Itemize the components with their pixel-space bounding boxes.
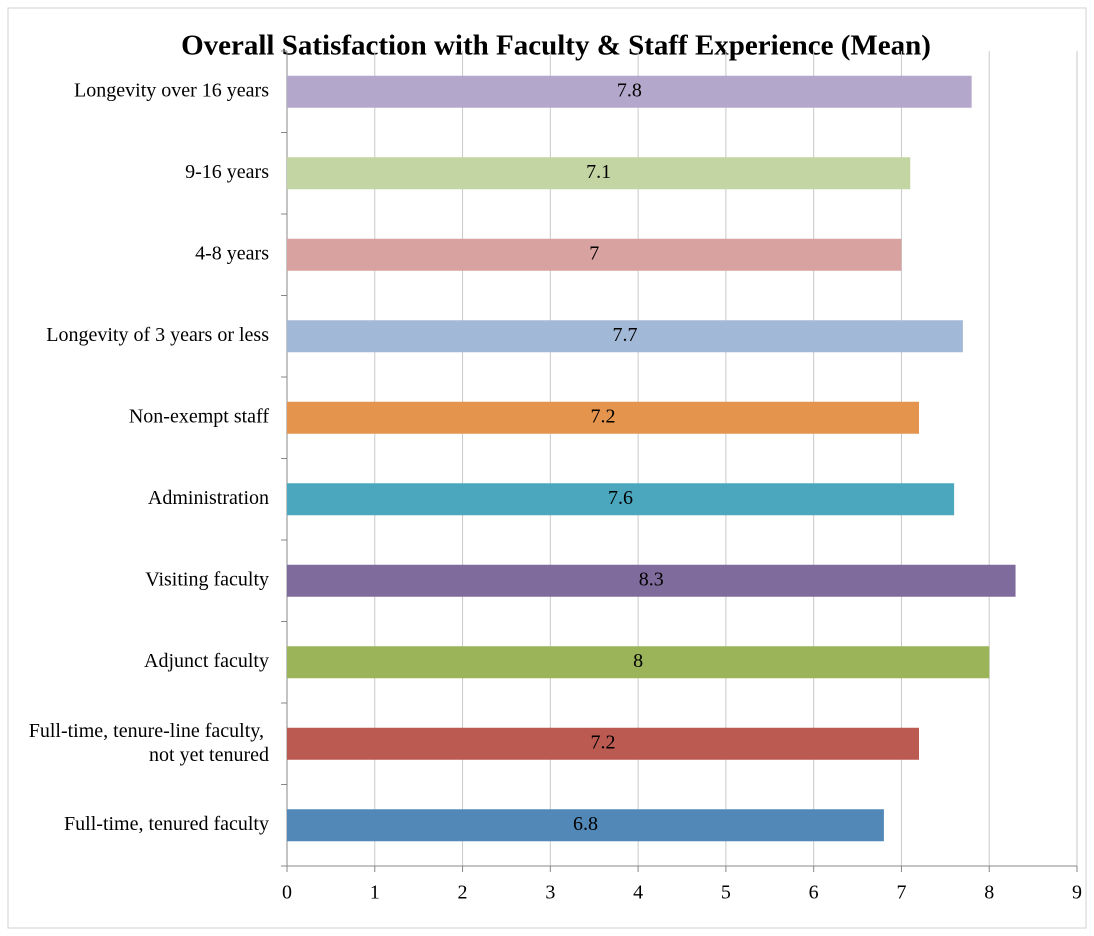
bar (287, 646, 990, 679)
data-label: 7.6 (608, 487, 633, 509)
x-tick-label: 8 (984, 882, 994, 904)
y-tick-label: Longevity over 16 years (74, 79, 269, 101)
x-tick-label: 2 (458, 882, 468, 904)
y-tick-label: Longevity of 3 years or less (46, 324, 269, 346)
data-label: 7.7 (612, 324, 637, 346)
bar (287, 157, 911, 190)
x-tick-label: 0 (282, 882, 292, 904)
bar (287, 483, 955, 516)
bar (287, 238, 902, 271)
y-tick-label: Non-exempt staff (129, 405, 269, 427)
data-label: 7 (589, 242, 599, 264)
data-label: 6.8 (573, 813, 598, 835)
chart-border (7, 7, 1087, 929)
x-tick-label: 9 (1072, 882, 1082, 904)
data-label: 7.2 (591, 405, 616, 427)
y-tick-label: Administration (148, 487, 269, 509)
y-tick-label: 4-8 years (195, 242, 269, 264)
y-tick-label: Adjunct faculty (144, 650, 269, 672)
bar (287, 564, 1016, 597)
bar (287, 401, 919, 434)
x-tick-label: 5 (721, 882, 731, 904)
y-tick-label: Visiting faculty (145, 568, 269, 590)
x-tick-label: 7 (896, 882, 906, 904)
y-tick-label: Full-time, tenured faculty (64, 813, 269, 835)
y-tick-label: Full-time, tenure-line faculty, not yet … (29, 719, 269, 765)
x-tick-label: 6 (809, 882, 819, 904)
data-label: 7.1 (586, 161, 611, 183)
data-label: 7.2 (591, 731, 616, 753)
data-label: 8 (633, 650, 643, 672)
x-tick-label: 3 (545, 882, 555, 904)
bar (287, 75, 972, 108)
chart-title: Overall Satisfaction with Faculty & Staf… (181, 30, 931, 62)
bar (287, 809, 884, 842)
x-tick-label: 4 (633, 882, 643, 904)
x-tick-label: 1 (370, 882, 380, 904)
bar (287, 320, 963, 353)
y-tick-label: 9-16 years (185, 161, 269, 183)
data-label: 7.8 (617, 79, 642, 101)
bar (287, 727, 919, 760)
data-label: 8.3 (639, 568, 664, 590)
